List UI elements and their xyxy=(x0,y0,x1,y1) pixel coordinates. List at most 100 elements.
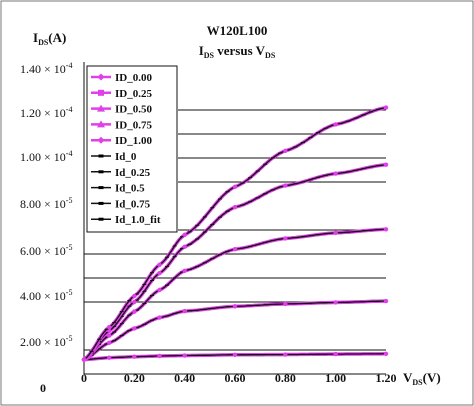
legend-item: ID_1.00 xyxy=(91,135,152,147)
legend-marker xyxy=(98,89,104,96)
data-point xyxy=(106,325,112,330)
legend-item: Id_0 xyxy=(91,151,137,163)
x-tick-label: 0.20 xyxy=(124,371,145,385)
data-point xyxy=(182,232,187,237)
data-point xyxy=(383,298,389,304)
legend-label: Id_1.0_fit xyxy=(115,214,161,226)
chart-subtitle: IDS versus VDS xyxy=(199,43,276,60)
data-point xyxy=(132,354,137,359)
data-point xyxy=(333,300,338,305)
series-layer xyxy=(81,105,389,362)
y-axis-label-sub: DS xyxy=(38,38,49,47)
x-tick-label: 1.00 xyxy=(325,371,346,385)
legend-label: ID_1.00 xyxy=(115,135,152,147)
legend-item: Id_0.5 xyxy=(91,183,145,195)
data-point xyxy=(232,247,238,252)
data-point xyxy=(157,353,162,359)
y-tick-label: 6.00 × 10-5 xyxy=(20,243,72,258)
legend-marker xyxy=(97,120,105,128)
data-point xyxy=(106,333,112,338)
y-axis-label-unit: (A) xyxy=(48,30,66,45)
legend-marker xyxy=(97,73,105,81)
legend-marker xyxy=(97,104,105,112)
series-ID_0.00 xyxy=(81,351,389,362)
data-point xyxy=(283,148,288,153)
data-point xyxy=(232,304,238,309)
x-tick-label: 1.20 xyxy=(376,371,397,385)
data-point xyxy=(132,326,137,331)
data-point xyxy=(333,171,338,176)
legend-label: Id_0.5 xyxy=(115,183,145,195)
chart-title: W120L100 xyxy=(207,23,268,38)
legend-label: ID_0.75 xyxy=(115,119,152,131)
x-axis-label-main: V xyxy=(403,370,413,385)
y-tick-label: 1.20 × 10-4 xyxy=(20,105,72,120)
legend-label: Id_0 xyxy=(115,151,137,163)
data-point xyxy=(383,162,389,167)
x-tick-label: 0.40 xyxy=(174,371,195,385)
data-point xyxy=(157,262,162,267)
series-ID_0.25 xyxy=(81,298,389,362)
data-point xyxy=(132,299,137,305)
x-tick-label: 0.80 xyxy=(275,371,296,385)
legend-item: Id_0.75 xyxy=(91,198,151,210)
subtitle-sub2: DS xyxy=(265,51,276,60)
series-ID_0.50 xyxy=(81,227,389,362)
data-point xyxy=(157,315,162,320)
legend-items: ID_0.00 ID_0.25 ID_0.50 ID_0.75 ID_1.00 Id_0 I… xyxy=(91,72,161,226)
data-point xyxy=(106,340,112,345)
legend-label: Id_0.75 xyxy=(115,198,151,210)
y-tick-label: 2.00 × 10-5 xyxy=(20,334,72,349)
legend-label: ID_0.25 xyxy=(115,88,152,100)
y-tick-label: 0 xyxy=(40,381,46,395)
y-tick-label: 8.00 × 10-5 xyxy=(20,196,72,211)
legend-item: Id_0.25 xyxy=(91,167,151,179)
series-ID_1.00 xyxy=(81,105,389,362)
x-tick-labels: 0 0.20 0.40 0.60 0.80 1.00 1.20 xyxy=(81,371,397,385)
subtitle-mid: versus V xyxy=(214,43,266,58)
y-tick-label: 4.00 × 10-5 xyxy=(20,288,72,303)
x-axis-label: VDS(V) xyxy=(403,370,441,387)
data-point xyxy=(132,309,137,314)
legend-label: Id_0.25 xyxy=(115,167,151,179)
data-point xyxy=(132,293,137,299)
subtitle-sub1: DS xyxy=(204,51,215,60)
legend-marker xyxy=(97,136,105,144)
y-axis-label: IDS(A) xyxy=(33,30,66,47)
data-point xyxy=(81,357,87,362)
data-point xyxy=(232,184,238,189)
data-point xyxy=(283,301,288,307)
subtitle-i: I xyxy=(199,43,204,58)
data-point xyxy=(182,308,187,314)
data-point xyxy=(232,205,238,210)
legend: ID_0.00 ID_0.25 ID_0.50 ID_0.75 ID_1.00 Id_0 I… xyxy=(86,65,178,233)
data-point xyxy=(157,271,162,276)
legend-item: ID_0.25 xyxy=(91,88,152,100)
legend-label: ID_0.50 xyxy=(115,104,152,116)
data-point xyxy=(182,244,187,249)
data-point xyxy=(283,183,288,188)
legend-item: Id_1.0_fit xyxy=(91,214,161,226)
data-point xyxy=(157,287,162,293)
y-tick-labels: 1.40 × 10-4 1.20 × 10-4 1.00 × 10-4 8.00 × … xyxy=(20,61,72,395)
data-point xyxy=(333,351,338,357)
data-point xyxy=(232,352,238,357)
data-point xyxy=(383,351,389,357)
x-tick-label: 0 xyxy=(81,371,87,385)
data-point xyxy=(182,268,187,273)
legend-item: ID_0.00 xyxy=(91,72,152,84)
legend-item: ID_0.50 xyxy=(91,104,152,116)
y-axis-label-main: I xyxy=(33,30,38,45)
y-tick-label: 1.40 × 10-4 xyxy=(20,61,72,76)
data-point xyxy=(182,353,187,358)
y-tick-label: 1.00 × 10-4 xyxy=(20,149,72,164)
x-axis-label-unit: (V) xyxy=(423,370,441,385)
legend-label: ID_0.00 xyxy=(115,72,152,84)
data-point xyxy=(333,122,338,127)
legend-item: ID_0.75 xyxy=(91,119,152,131)
data-point xyxy=(383,105,389,110)
data-point xyxy=(106,355,112,360)
data-point xyxy=(283,352,288,357)
